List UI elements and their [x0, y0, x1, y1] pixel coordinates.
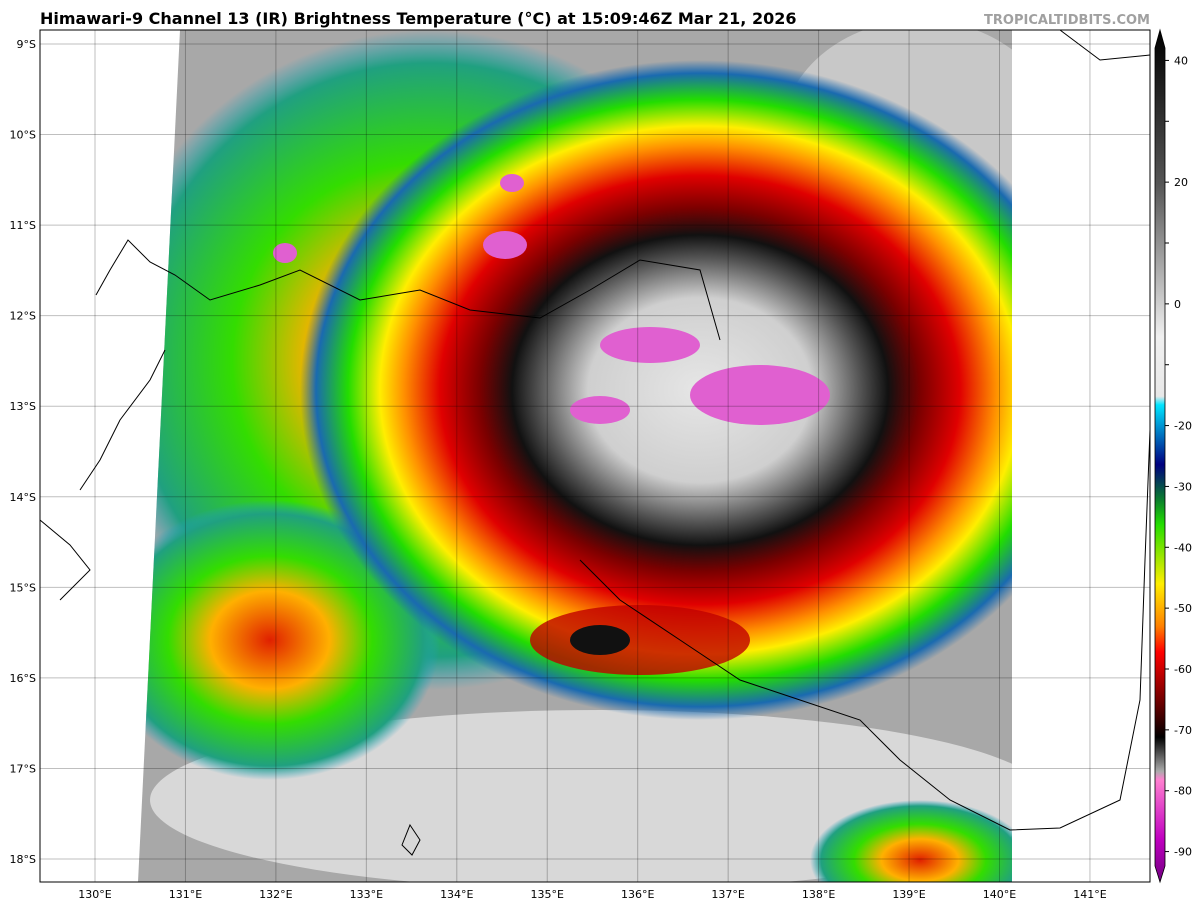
- colorbar-label: -50: [1174, 602, 1192, 615]
- colorbar-label: 20: [1174, 176, 1188, 189]
- credit: TROPICALTIDBITS.COM: [984, 13, 1150, 28]
- lon-label: 136°E: [621, 888, 654, 901]
- lon-label: 139°E: [892, 888, 925, 901]
- lon-label: 133°E: [350, 888, 383, 901]
- colorbar-label: -30: [1174, 480, 1192, 493]
- lon-label: 130°E: [78, 888, 111, 901]
- lat-label: 10°S: [10, 129, 36, 142]
- lat-label: 18°S: [10, 853, 36, 866]
- map-area: [39, 29, 1151, 883]
- colorbar-label: -70: [1174, 724, 1192, 737]
- graticule: [40, 30, 1150, 882]
- lat-label: 11°S: [10, 219, 36, 232]
- colorbar-label: 0: [1174, 298, 1181, 311]
- colorbar-scale: [1154, 28, 1166, 884]
- coastlines: [39, 29, 1151, 856]
- colorbar-label: 40: [1174, 54, 1188, 67]
- lat-label: 16°S: [10, 672, 36, 685]
- colorbar-label: -80: [1174, 785, 1192, 798]
- lat-label: 13°S: [10, 400, 36, 413]
- colorbar: 40 20 0 -20 -30 -40 -50 -60 -70 -80 -90: [1154, 28, 1192, 884]
- lon-label: 138°E: [802, 888, 835, 901]
- satellite-imagery: [138, 30, 1012, 882]
- lat-label: 14°S: [10, 491, 36, 504]
- lat-label: 15°S: [10, 581, 36, 594]
- colorbar-label: -20: [1174, 420, 1192, 433]
- lon-label: 131°E: [169, 888, 202, 901]
- lat-label: 12°S: [10, 310, 36, 323]
- lon-label: 134°E: [440, 888, 473, 901]
- lon-label: 132°E: [259, 888, 292, 901]
- lon-label: 141°E: [1073, 888, 1106, 901]
- lon-label: 137°E: [711, 888, 744, 901]
- map-frame: [39, 29, 1151, 883]
- colorbar-label: -40: [1174, 541, 1192, 554]
- colorbar-label: -60: [1174, 663, 1192, 676]
- lat-label: 9°S: [17, 38, 36, 51]
- lon-label: 140°E: [983, 888, 1016, 901]
- lat-label: 17°S: [10, 762, 36, 775]
- colorbar-label: -90: [1174, 846, 1192, 859]
- title: Himawari-9 Channel 13 (IR) Brightness Te…: [40, 9, 796, 28]
- lon-label: 135°E: [531, 888, 564, 901]
